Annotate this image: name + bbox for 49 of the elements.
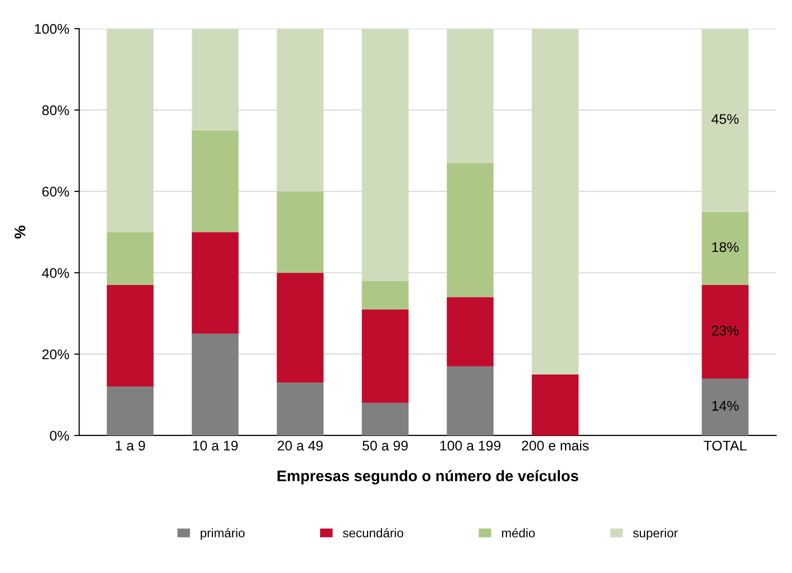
bar: [192, 28, 239, 130]
y-tick-label: 40%: [42, 268, 69, 278]
bar: [276, 28, 324, 192]
bar: [446, 366, 494, 436]
bar: [446, 162, 494, 298]
bar: [702, 212, 749, 285]
x-tick-label: 1 a 9: [116, 440, 145, 451]
bar: [192, 232, 239, 334]
y-tick-label: 60%: [42, 186, 69, 197]
legend-label: médio: [502, 528, 535, 538]
bar: [446, 28, 494, 163]
y-tick-label: 80%: [42, 105, 69, 116]
bar: [276, 191, 324, 273]
x-tick-label: TOTAL: [704, 440, 746, 451]
data-label: 45%: [712, 114, 739, 124]
x-tick-label: 50 a 99: [362, 440, 408, 451]
bar: [532, 374, 579, 436]
data-label: 14%: [712, 400, 739, 411]
bar: [192, 130, 239, 232]
y-tick-label: 0%: [50, 430, 69, 441]
bar: [106, 28, 154, 232]
bar: [446, 297, 494, 366]
bar: [106, 232, 154, 285]
bar: [702, 284, 749, 379]
legend-label: primário: [200, 528, 245, 540]
bar: [362, 28, 409, 281]
legend-label: superior: [633, 528, 678, 540]
data-label: 18%: [712, 242, 739, 252]
bar: [362, 402, 409, 436]
bar: [532, 28, 579, 374]
bar: [702, 28, 749, 212]
y-tick-label: 20%: [42, 349, 69, 360]
bar: [702, 378, 749, 436]
x-tick-label: 100 a 199: [440, 440, 500, 451]
x-tick-label: 20 a 49: [278, 440, 323, 451]
bar: [276, 272, 324, 383]
data-label: 23%: [712, 326, 739, 336]
x-axis-title: Empresas segundo o número de veículos: [278, 470, 578, 484]
bar: [276, 382, 324, 436]
bar: [106, 386, 154, 436]
x-tick-label: 200 e mais: [522, 440, 589, 451]
bar: [106, 284, 154, 387]
bar: [362, 309, 409, 403]
y-axis-title: %: [14, 226, 26, 238]
y-tick-label: 100%: [35, 24, 69, 34]
bar: [362, 280, 409, 310]
legend-label: secundário: [342, 528, 404, 538]
x-tick-label: 10 a 19: [193, 440, 238, 451]
bar: [192, 334, 239, 436]
